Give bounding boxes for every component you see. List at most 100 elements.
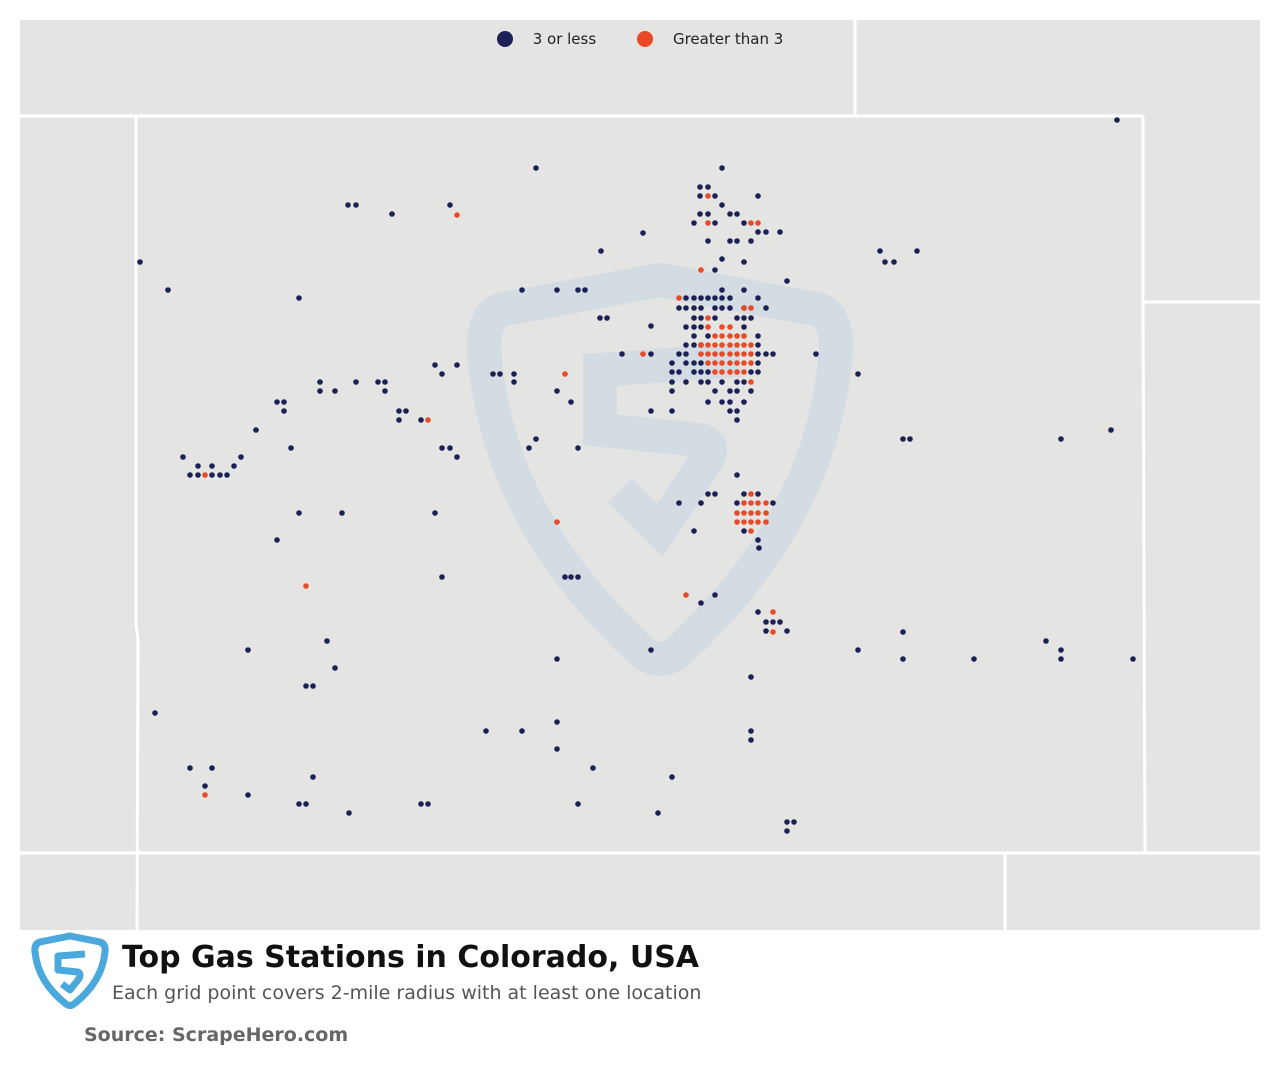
grid-point-low: [187, 765, 193, 771]
grid-point-low: [554, 656, 560, 662]
grid-point-low: [683, 295, 689, 301]
grid-point-low: [727, 295, 733, 301]
grid-point-high: [748, 360, 754, 366]
grid-point-low: [719, 202, 725, 208]
grid-point-high: [712, 342, 718, 348]
grid-point-low: [734, 211, 740, 217]
grid-point-low: [755, 342, 761, 348]
grid-point-high: [719, 351, 725, 357]
grid-point-high: [748, 379, 754, 385]
grid-point-low: [748, 238, 754, 244]
grid-point-low: [676, 500, 682, 506]
grid-point-low: [784, 828, 790, 834]
grid-point-low: [676, 351, 682, 357]
grid-point-low: [396, 408, 402, 414]
grid-point-high: [712, 351, 718, 357]
grid-point-low: [719, 295, 725, 301]
grid-point-low: [719, 305, 725, 311]
grid-point-high: [734, 333, 740, 339]
grid-point-high: [727, 342, 733, 348]
source-credit: Source: ScrapeHero.com: [84, 1024, 349, 1046]
grid-point-low: [669, 388, 675, 394]
grid-point-low: [877, 248, 883, 254]
grid-point-low: [303, 683, 309, 689]
legend-label-low: 3 or less: [532, 30, 597, 48]
grid-point-low: [698, 305, 704, 311]
grid-point-low: [891, 259, 897, 265]
grid-point-low: [683, 360, 689, 366]
grid-point-low: [719, 165, 725, 171]
grid-point-low: [231, 463, 237, 469]
grid-point-low: [396, 417, 402, 423]
grid-point-low: [353, 202, 359, 208]
grid-point-low: [691, 295, 697, 301]
grid-point-low: [734, 472, 740, 478]
grid-point-high: [719, 333, 725, 339]
grid-point-low: [705, 399, 711, 405]
grid-point-high: [763, 519, 769, 525]
grid-point-low: [698, 315, 704, 321]
grid-point-high: [705, 193, 711, 199]
grid-point-low: [882, 259, 888, 265]
grid-point-low: [727, 305, 733, 311]
grid-point-low: [770, 351, 776, 357]
grid-point-low: [741, 315, 747, 321]
grid-point-low: [439, 371, 445, 377]
grid-point-low: [180, 454, 186, 460]
scrapehero-logo-icon: [31, 932, 109, 1009]
grid-point-low: [648, 647, 654, 653]
grid-point-low: [727, 399, 733, 405]
grid-point-low: [389, 211, 395, 217]
grid-point-low: [382, 379, 388, 385]
grid-point-low: [900, 629, 906, 635]
grid-point-low: [447, 445, 453, 451]
grid-point-low: [568, 399, 574, 405]
grid-point-low: [575, 801, 581, 807]
station-grid-points: [137, 117, 1136, 834]
grid-point-low: [245, 647, 251, 653]
grid-point-high: [741, 305, 747, 311]
grid-point-high: [741, 369, 747, 375]
grid-point-high: [554, 519, 560, 525]
grid-point-low: [691, 324, 697, 330]
grid-point-high: [705, 360, 711, 366]
grid-point-low: [748, 369, 754, 375]
grid-point-low: [734, 388, 740, 394]
grid-point-low: [907, 436, 913, 442]
legend: 3 or less Greater than 3: [0, 30, 1280, 51]
grid-point-low: [432, 510, 438, 516]
grid-point-low: [712, 220, 718, 226]
grid-point-low: [274, 399, 280, 405]
grid-point-low: [763, 229, 769, 235]
grid-point-low: [281, 399, 287, 405]
grid-point-high: [741, 519, 747, 525]
grid-point-low: [734, 238, 740, 244]
grid-point-low: [683, 305, 689, 311]
grid-point-high: [734, 510, 740, 516]
grid-point-low: [741, 491, 747, 497]
grid-point-low: [741, 399, 747, 405]
grid-point-low: [691, 360, 697, 366]
grid-point-low: [741, 379, 747, 385]
grid-point-low: [698, 295, 704, 301]
grid-point-low: [375, 379, 381, 385]
watermark-logo: [467, 262, 853, 676]
grid-point-low: [755, 193, 761, 199]
grid-point-low: [763, 628, 769, 634]
grid-point-low: [705, 369, 711, 375]
grid-point-low: [447, 202, 453, 208]
grid-point-low: [734, 500, 740, 506]
grid-point-high: [705, 351, 711, 357]
grid-point-low: [755, 229, 761, 235]
grid-point-low: [582, 287, 588, 293]
grid-point-high: [712, 360, 718, 366]
grid-point-low: [187, 472, 193, 478]
grid-point-low: [418, 801, 424, 807]
grid-point-high: [719, 324, 725, 330]
grid-point-low: [1130, 656, 1136, 662]
grid-point-low: [353, 379, 359, 385]
grid-point-low: [454, 454, 460, 460]
grid-point-low: [519, 287, 525, 293]
grid-point-low: [310, 774, 316, 780]
